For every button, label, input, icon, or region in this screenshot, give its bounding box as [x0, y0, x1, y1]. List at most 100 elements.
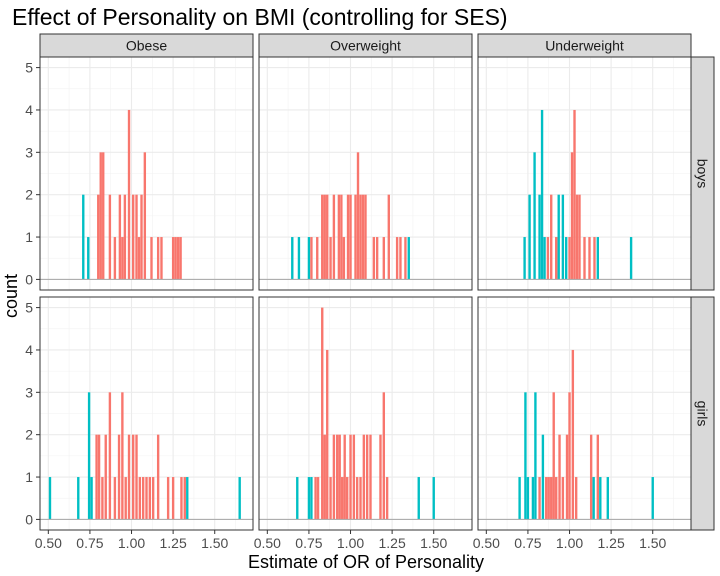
histogram-bar	[316, 237, 319, 280]
histogram-bar	[362, 434, 366, 520]
histogram-bar	[540, 109, 544, 280]
panel-border-boys-underweight	[477, 56, 692, 291]
x-tick-label: 0.75	[295, 535, 322, 551]
histogram-bar	[343, 434, 346, 520]
histogram-bar	[137, 237, 141, 280]
y-tick-label: 3	[25, 384, 33, 400]
histogram-bar	[326, 349, 329, 520]
histogram-bar	[179, 237, 182, 280]
histogram-bar	[135, 194, 138, 280]
histogram-bar	[329, 477, 332, 520]
histogram-bar	[352, 434, 356, 520]
x-tick-label: 1.50	[420, 535, 447, 551]
histogram-bar	[361, 194, 365, 280]
histogram-bar	[307, 237, 311, 280]
histogram-bar	[121, 392, 124, 520]
histogram-bar	[77, 477, 80, 520]
histogram-bar	[87, 237, 90, 280]
histogram-bar	[555, 237, 558, 280]
histogram-bar	[336, 434, 339, 520]
histogram-bar	[160, 237, 163, 280]
y-tick-label: 1	[25, 469, 33, 485]
histogram-bar	[113, 477, 117, 520]
y-tick-label: 0	[25, 271, 33, 287]
x-tick-label: 0.50	[35, 535, 62, 551]
histogram-bar	[558, 434, 561, 520]
y-tick-label: 4	[25, 342, 33, 358]
y-tick-label: 0	[25, 511, 33, 527]
histogram-bar	[117, 434, 121, 520]
histogram-bar	[346, 194, 350, 280]
histogram-bar	[150, 237, 153, 280]
histogram-bar	[121, 237, 124, 280]
histogram-bar	[541, 434, 545, 520]
histogram-bar	[528, 194, 531, 280]
x-tick-label: 0.75	[514, 535, 541, 551]
histogram-bar	[369, 434, 372, 520]
y-tick-label: 2	[25, 187, 33, 203]
histogram-bar	[382, 237, 385, 280]
histogram-bar	[538, 194, 541, 280]
histogram-bar	[127, 109, 131, 280]
histogram-bar	[538, 477, 541, 520]
panel-border-boys-obese	[39, 56, 254, 291]
y-axis-title: count	[1, 274, 21, 318]
histogram-bar	[550, 477, 553, 520]
histogram-bar	[573, 109, 576, 280]
histogram-bar	[356, 152, 360, 280]
histogram-bar	[297, 237, 301, 280]
histogram-bar	[372, 237, 376, 280]
histogram-bar	[340, 194, 343, 280]
histogram-bar	[404, 237, 407, 280]
histogram-bar	[382, 392, 385, 520]
panel-border-girls-overweight	[258, 296, 473, 531]
histogram-bar	[355, 477, 359, 520]
histogram-bar	[148, 477, 152, 520]
chart-title: Effect of Personality on BMI (controllin…	[12, 4, 508, 30]
histogram-bar	[48, 477, 52, 520]
histogram-bar	[145, 477, 148, 520]
histogram-bar	[97, 434, 101, 520]
histogram-bar	[592, 477, 595, 520]
x-tick-label: 1.50	[201, 535, 228, 551]
histogram-bar	[359, 194, 362, 280]
histogram-bar	[310, 477, 313, 520]
histogram-bar	[166, 477, 170, 520]
histogram-bar	[151, 477, 155, 520]
histogram-bar	[533, 152, 536, 280]
histogram-bar	[561, 194, 565, 280]
histogram-bar	[143, 152, 147, 280]
histogram-bar	[95, 434, 98, 520]
histogram-bar	[606, 477, 609, 520]
histogram-bar	[546, 237, 550, 280]
histogram-bar	[337, 194, 341, 280]
x-tick-label: 1.00	[118, 535, 145, 551]
x-tick-label: 1.25	[379, 535, 406, 551]
histogram-bar	[104, 434, 107, 520]
histogram-bar	[108, 392, 112, 520]
histogram-bar	[346, 477, 349, 520]
histogram-bar	[596, 434, 600, 520]
x-axis-title: Estimate of OR of Personality	[248, 552, 484, 572]
panel-border-girls-underweight	[477, 296, 692, 531]
facet-strip-label-boys: boys	[695, 159, 711, 189]
histogram-bar	[82, 194, 85, 280]
y-tick-label: 4	[25, 102, 33, 118]
histogram-bar	[307, 477, 311, 520]
histogram-bar	[90, 477, 93, 520]
y-tick-label: 2	[25, 427, 33, 443]
x-tick-label: 1.25	[598, 535, 625, 551]
histogram-bar	[432, 477, 435, 520]
histogram-bar	[97, 194, 100, 280]
histogram-bar	[547, 477, 550, 520]
histogram-bar	[375, 237, 379, 280]
histogram-bar	[568, 392, 571, 520]
histogram-bar	[526, 477, 530, 520]
histogram-bar	[108, 194, 112, 280]
histogram-bar	[354, 194, 357, 280]
y-tick-label: 5	[25, 300, 33, 316]
histogram-bar	[238, 477, 241, 520]
histogram-bar	[131, 434, 135, 520]
histogram-bar	[171, 237, 175, 280]
